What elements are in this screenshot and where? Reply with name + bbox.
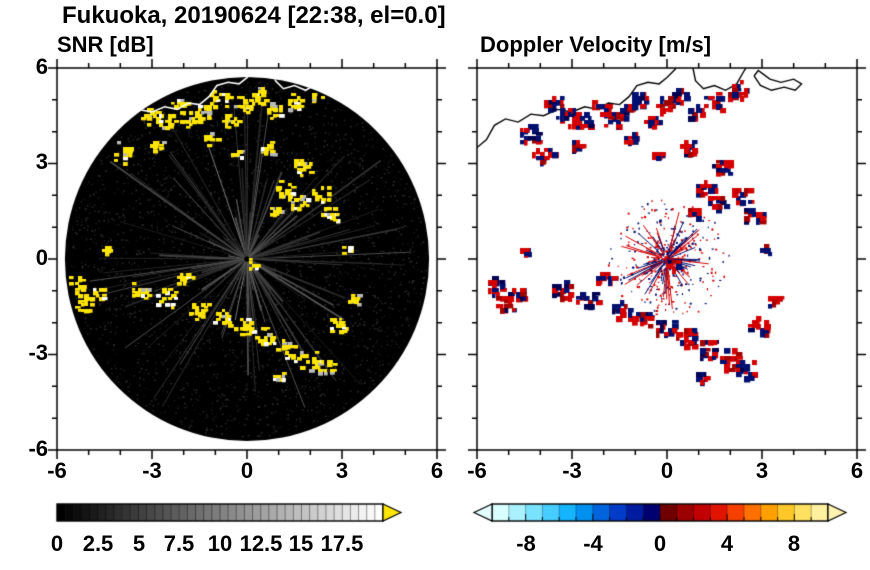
doppler-colorbar-label: -8: [516, 531, 536, 556]
xtick-label: 0: [240, 458, 254, 483]
xtick-label: -3: [142, 458, 162, 483]
xtick-label: -6: [467, 458, 487, 483]
snr-colorbar-label: 2.5: [82, 531, 114, 556]
panel-title-doppler: Doppler Velocity [m/s]: [480, 32, 712, 57]
doppler-colorbar-label: 4: [720, 531, 734, 556]
xtick-label: -6: [47, 458, 67, 483]
snr-colorbar-label: 17.5: [320, 531, 364, 556]
doppler-colorbar-label: -4: [583, 531, 603, 556]
ytick-label: 3: [35, 149, 48, 174]
xtick-label: 3: [335, 458, 349, 483]
ytick-label: -3: [28, 340, 48, 365]
xtick-label: 0: [660, 458, 674, 483]
xtick-label: 6: [430, 458, 444, 483]
doppler-colorbar-label: 0: [653, 531, 667, 556]
ytick-label: -6: [28, 436, 48, 461]
snr-colorbar-label: 7.5: [163, 531, 195, 556]
snr-colorbar-label: 5: [132, 531, 146, 556]
snr-colorbar-label: 10: [207, 531, 233, 556]
xtick-label: 3: [755, 458, 769, 483]
xtick-label: -3: [562, 458, 582, 483]
snr-colorbar-label: 15: [288, 531, 314, 556]
snr-colorbar-label: 0: [50, 531, 64, 556]
ytick-label: 6: [35, 54, 48, 79]
snr-colorbar-label: 12.5: [239, 531, 283, 556]
doppler-colorbar-label: 8: [787, 531, 801, 556]
xtick-label: 6: [850, 458, 864, 483]
ytick-label: 0: [35, 245, 48, 270]
panel-title-snr: SNR [dB]: [57, 32, 154, 57]
figure-title: Fukuoka, 20190624 [22:38, el=0.0]: [62, 2, 446, 29]
